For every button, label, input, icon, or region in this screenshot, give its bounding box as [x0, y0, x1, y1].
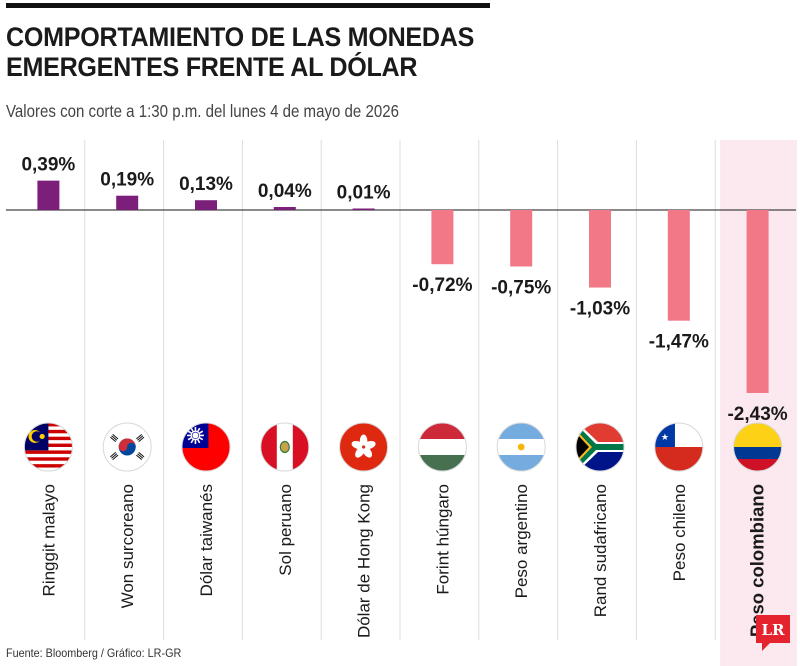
south-africa-flag — [575, 422, 625, 472]
category-label-rand-sudafricano: Rand sudafricano — [591, 484, 610, 617]
argentina-flag — [496, 422, 546, 472]
lr-logo: LR — [756, 615, 790, 651]
top-rule — [6, 3, 490, 8]
chart-title-line-2: EMERGENTES FRENTE AL DÓLAR — [6, 52, 418, 82]
category-label-ringgit-malayo: Ringgit malayo — [39, 484, 58, 596]
chart-title: COMPORTAMIENTO DE LAS MONEDAS EMERGENTES… — [6, 22, 527, 82]
chart-title-line-1: COMPORTAMIENTO DE LAS MONEDAS — [6, 22, 475, 52]
hong-kong-flag — [339, 422, 389, 472]
category-label-peso-argentino: Peso argentino — [512, 484, 531, 598]
data-label-won-surcoreano: 0,19% — [100, 170, 154, 191]
bar-forint-hungaro — [431, 210, 454, 265]
taiwan-flag — [181, 422, 231, 472]
bar-peso-argentino — [510, 210, 533, 267]
chart-subtitle: Valores con corte a 1:30 p.m. del lunes … — [6, 101, 399, 121]
category-label-sol-peruano: Sol peruano — [276, 484, 295, 576]
malaysia-flag — [23, 422, 73, 472]
category-label-dolar-taiwanes: Dólar taiwanés — [197, 484, 216, 596]
bar-dolar-taiwanes — [195, 200, 217, 210]
data-label-peso-colombiano: -2,43% — [727, 404, 787, 425]
category-label-peso-colombiano: Peso colombiano — [747, 484, 768, 637]
south-korea-flag — [102, 422, 152, 472]
bar-peso-chileno — [667, 210, 690, 321]
data-label-dolar-taiwanes: 0,13% — [179, 174, 233, 195]
data-label-dolar-de-hong-kong: 0,01% — [337, 183, 391, 204]
svg-text:★: ★ — [661, 433, 669, 443]
data-label-rand-sudafricano: -1,03% — [570, 299, 630, 320]
bar-won-surcoreano — [116, 195, 139, 210]
data-label-ringgit-malayo: 0,39% — [21, 155, 75, 176]
hungary-flag — [417, 422, 467, 472]
source-note: Fuente: Bloomberg / Gráfico: LR-GR — [6, 646, 182, 660]
category-label-forint-hungaro: Forint húngaro — [433, 484, 452, 595]
peru-flag — [260, 422, 310, 472]
bar-rand-sudafricano — [589, 210, 611, 288]
svg-text:LR: LR — [761, 621, 785, 639]
category-label-dolar-de-hong-kong: Dólar de Hong Kong — [355, 484, 374, 638]
data-label-peso-argentino: -0,75% — [491, 277, 551, 298]
category-label-won-surcoreano: Won surcoreano — [118, 484, 137, 608]
bar-ringgit-malayo — [37, 180, 60, 210]
data-label-sol-peruano: 0,04% — [258, 181, 312, 202]
category-label-peso-chileno: Peso chileno — [670, 484, 689, 581]
bar-dolar-de-hong-kong — [352, 208, 375, 210]
chile-flag: ★ — [654, 422, 704, 472]
colombia-flag — [733, 422, 783, 472]
bar-sol-peruano — [273, 206, 296, 210]
bar-peso-colombiano — [746, 210, 769, 393]
data-label-peso-chileno: -1,47% — [649, 332, 709, 353]
data-label-forint-hungaro: -0,72% — [412, 275, 472, 296]
